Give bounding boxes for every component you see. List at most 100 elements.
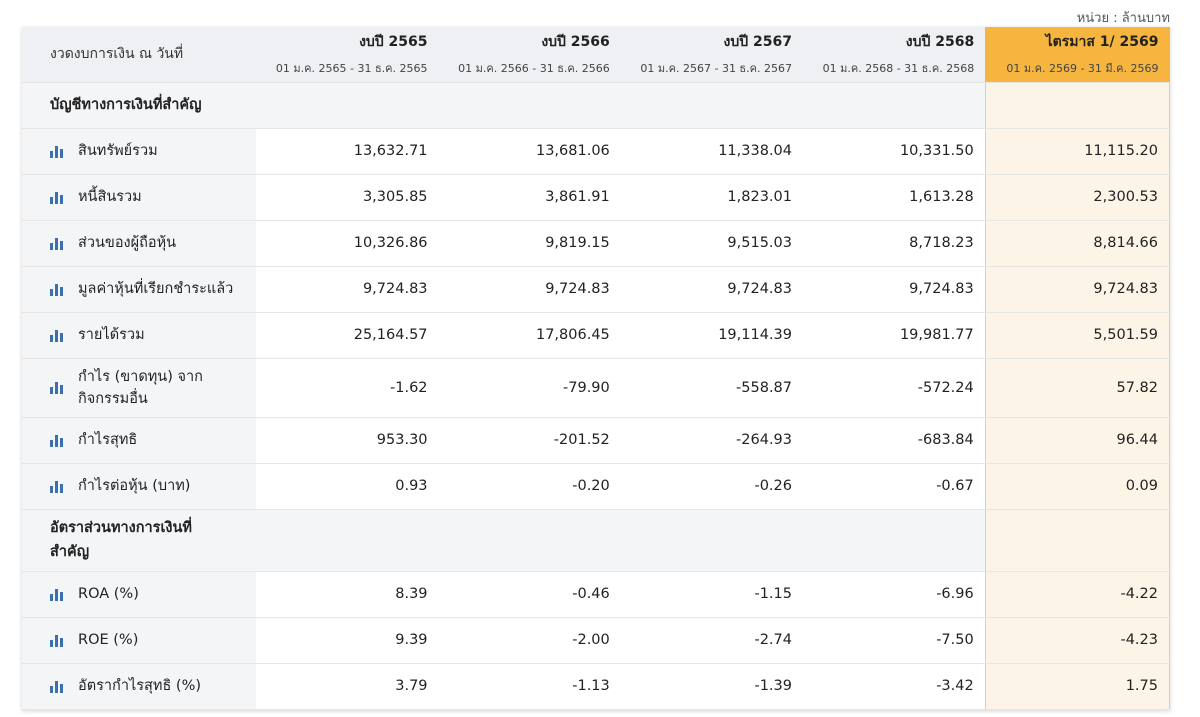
section-blank-cell xyxy=(438,82,621,129)
period-header-2565: งบปี 2565 01 ม.ค. 2565 - 31 ธ.ค. 2565 xyxy=(256,27,439,83)
row-label: กำไร (ขาดทุน) จากกิจกรรมอื่น xyxy=(78,368,203,407)
bar-chart-icon[interactable] xyxy=(50,283,66,296)
value-cell: -0.46 xyxy=(438,571,621,618)
row-label-cell: กำไรต่อหุ้น (บาท) xyxy=(22,463,257,510)
row-label: กำไรสุทธิ xyxy=(78,432,138,448)
row-label-cell: กำไร (ขาดทุน) จากกิจกรรมอื่น xyxy=(22,358,257,418)
row-label: หนี้สินรวม xyxy=(78,189,142,205)
bar-chart-icon[interactable] xyxy=(50,588,66,601)
value-cell: -1.62 xyxy=(256,358,439,418)
value-cell: -0.20 xyxy=(438,463,621,510)
row-label: ROA (%) xyxy=(78,586,139,602)
section-blank-cell xyxy=(984,82,1171,129)
bar-chart-icon[interactable] xyxy=(50,434,66,447)
value-cell: 9.39 xyxy=(256,617,439,664)
row-label: ส่วนของผู้ถือหุ้น xyxy=(78,235,177,251)
section-blank-cell xyxy=(803,509,986,572)
value-cell: -1.13 xyxy=(438,663,621,710)
value-cell-highlight: 9,724.83 xyxy=(984,266,1171,313)
section-blank-cell xyxy=(256,509,439,572)
value-cell: -201.52 xyxy=(438,417,621,464)
value-cell: 9,724.83 xyxy=(620,266,803,313)
value-cell: -6.96 xyxy=(803,571,986,618)
table-row: หนี้สินรวม 3,305.85 3,861.91 1,823.01 1,… xyxy=(22,174,1171,221)
row-label: รายได้รวม xyxy=(78,327,145,343)
value-cell-highlight: 0.09 xyxy=(984,463,1171,510)
period-header-2566: งบปี 2566 01 ม.ค. 2566 - 31 ธ.ค. 2566 xyxy=(438,27,621,83)
value-cell-highlight: -4.23 xyxy=(984,617,1171,664)
value-cell: 13,681.06 xyxy=(438,128,621,175)
value-cell: -2.00 xyxy=(438,617,621,664)
row-label: สินทรัพย์รวม xyxy=(78,143,158,159)
table-row: กำไรต่อหุ้น (บาท) 0.93 -0.20 -0.26 -0.67… xyxy=(22,463,1171,510)
value-cell-highlight: 5,501.59 xyxy=(984,312,1171,359)
row-label-cell: มูลค่าหุ้นที่เรียกชำระแล้ว xyxy=(22,266,257,313)
value-cell: -1.39 xyxy=(620,663,803,710)
value-cell: 9,515.03 xyxy=(620,220,803,267)
row-label: อัตรากำไรสุทธิ (%) xyxy=(78,678,202,694)
table-row: กำไร (ขาดทุน) จากกิจกรรมอื่น -1.62 -79.9… xyxy=(22,358,1171,418)
bar-chart-icon[interactable] xyxy=(50,680,66,693)
value-cell: 953.30 xyxy=(256,417,439,464)
table-header-row: งวดงบการเงิน ณ วันที่ งบปี 2565 01 ม.ค. … xyxy=(22,27,1170,83)
value-cell-highlight: 8,814.66 xyxy=(984,220,1171,267)
section-title: อัตราส่วนทางการเงินที่สำคัญ xyxy=(22,509,257,572)
value-cell-highlight: 57.82 xyxy=(984,358,1171,418)
value-cell: 10,331.50 xyxy=(803,128,986,175)
period-title: งบปี 2567 xyxy=(723,34,792,51)
section-blank-cell xyxy=(438,509,621,572)
value-cell: 0.93 xyxy=(256,463,439,510)
row-label: มูลค่าหุ้นที่เรียกชำระแล้ว xyxy=(78,281,234,297)
value-cell: 9,819.15 xyxy=(438,220,621,267)
period-range: 01 ม.ค. 2569 - 31 มี.ค. 2569 xyxy=(1006,62,1159,76)
period-header-q1-2569: ไตรมาส 1/ 2569 01 ม.ค. 2569 - 31 มี.ค. 2… xyxy=(985,27,1170,83)
value-cell-highlight: -4.22 xyxy=(984,571,1171,618)
value-cell: 8.39 xyxy=(256,571,439,618)
table-row: รายได้รวม 25,164.57 17,806.45 19,114.39 … xyxy=(22,312,1171,359)
value-cell: -3.42 xyxy=(803,663,986,710)
bar-chart-icon[interactable] xyxy=(50,237,66,250)
value-cell-highlight: 2,300.53 xyxy=(984,174,1171,221)
value-cell-highlight: 11,115.20 xyxy=(984,128,1171,175)
value-cell: 13,632.71 xyxy=(256,128,439,175)
section-blank-cell xyxy=(803,82,986,129)
row-label: กำไรต่อหุ้น (บาท) xyxy=(78,478,191,494)
section-blank-cell xyxy=(984,509,1171,572)
bar-chart-icon[interactable] xyxy=(50,329,66,342)
section-header-row: บัญชีทางการเงินที่สำคัญ xyxy=(22,82,1171,129)
value-cell: 3,861.91 xyxy=(438,174,621,221)
table-row: สินทรัพย์รวม 13,632.71 13,681.06 11,338.… xyxy=(22,128,1171,175)
section-blank-cell xyxy=(620,82,803,129)
value-cell: 9,724.83 xyxy=(438,266,621,313)
section-title: บัญชีทางการเงินที่สำคัญ xyxy=(22,82,257,129)
value-cell: 8,718.23 xyxy=(803,220,986,267)
table-row: กำไรสุทธิ 953.30 -201.52 -264.93 -683.84… xyxy=(22,417,1171,464)
table-row: ROA (%) 8.39 -0.46 -1.15 -6.96 -4.22 xyxy=(22,571,1171,618)
row-label-cell: อัตรากำไรสุทธิ (%) xyxy=(22,663,257,710)
table-row: อัตรากำไรสุทธิ (%) 3.79 -1.13 -1.39 -3.4… xyxy=(22,663,1171,710)
table-row: ส่วนของผู้ถือหุ้น 10,326.86 9,819.15 9,5… xyxy=(22,220,1171,267)
row-label-cell: ROA (%) xyxy=(22,571,257,618)
value-cell: 17,806.45 xyxy=(438,312,621,359)
value-cell: -683.84 xyxy=(803,417,986,464)
value-cell: 19,114.39 xyxy=(620,312,803,359)
bar-chart-icon[interactable] xyxy=(50,145,66,158)
row-label-cell: รายได้รวม xyxy=(22,312,257,359)
bar-chart-icon[interactable] xyxy=(50,381,66,394)
value-cell: -7.50 xyxy=(803,617,986,664)
period-title: ไตรมาส 1/ 2569 xyxy=(1045,34,1159,51)
bar-chart-icon[interactable] xyxy=(50,634,66,647)
row-label: ROE (%) xyxy=(78,632,139,648)
unit-note: หน่วย : ล้านบาท xyxy=(1076,11,1170,26)
value-cell: 9,724.83 xyxy=(256,266,439,313)
bar-chart-icon[interactable] xyxy=(50,191,66,204)
value-cell-highlight: 96.44 xyxy=(984,417,1171,464)
period-range: 01 ม.ค. 2566 - 31 ธ.ค. 2566 xyxy=(458,62,610,76)
value-cell: 1,613.28 xyxy=(803,174,986,221)
period-range: 01 ม.ค. 2568 - 31 ธ.ค. 2568 xyxy=(822,62,975,76)
bar-chart-icon[interactable] xyxy=(50,480,66,493)
period-title: งบปี 2568 xyxy=(905,34,975,51)
period-range: 01 ม.ค. 2567 - 31 ธ.ค. 2567 xyxy=(640,62,792,76)
section-header-row: อัตราส่วนทางการเงินที่สำคัญ xyxy=(22,509,1171,572)
period-header-label: งวดงบการเงิน ณ วันที่ xyxy=(22,27,257,83)
